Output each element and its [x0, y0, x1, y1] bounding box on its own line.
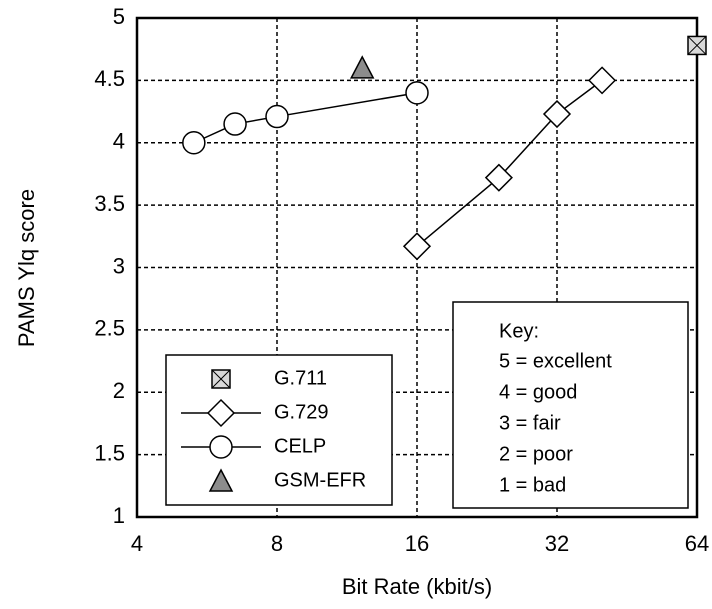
series-line [193, 92, 418, 144]
series-line [416, 79, 603, 247]
marker-cross [211, 369, 231, 389]
key-item: 5 = excellent [499, 350, 612, 372]
key-item: 4 = good [499, 381, 577, 403]
marker [208, 468, 234, 492]
y-tick-label: 2 [113, 378, 125, 403]
plot-frame [135, 16, 699, 519]
legend-box [165, 354, 393, 506]
y-tick-label: 3.5 [94, 191, 125, 216]
x-tick-label: 8 [271, 531, 283, 556]
x-tick-label: 32 [545, 531, 569, 556]
marker [405, 81, 429, 105]
marker [209, 435, 233, 459]
key-item: 3 = fair [499, 412, 561, 434]
key-item: 2 = poor [499, 443, 573, 465]
marker [265, 104, 289, 129]
y-axis-label: PAMS Ylq score [14, 189, 39, 347]
y-tick-label: 1.5 [94, 440, 125, 465]
legend-label: G.729 [274, 401, 328, 423]
marker [402, 232, 432, 261]
marker [542, 99, 572, 129]
key-title: Key: [499, 320, 539, 342]
marker [484, 163, 513, 192]
marker [687, 35, 707, 56]
y-tick-label: 4 [113, 129, 125, 154]
marker [349, 55, 375, 79]
y-tick-label: 2.5 [94, 316, 125, 341]
marker [206, 398, 236, 428]
marker-cross [687, 36, 707, 55]
y-tick-label: 4.5 [94, 66, 125, 91]
marker [223, 112, 247, 136]
legend-label: G.711 [274, 367, 327, 389]
key-box [452, 301, 689, 509]
x-tick-label: 16 [405, 531, 429, 556]
legend-label: CELP [274, 435, 326, 457]
x-axis-label: Bit Rate (kbit/s) [342, 574, 492, 599]
y-tick-label: 1 [113, 503, 125, 528]
marker [182, 131, 206, 155]
marker [588, 66, 617, 95]
y-tick-label: 5 [113, 4, 125, 29]
legend-label: GSM-EFR [274, 469, 366, 491]
x-tick-label: 4 [131, 531, 143, 556]
key-item: 1 = bad [499, 474, 566, 496]
x-tick-label: 64 [685, 531, 709, 556]
marker [211, 369, 231, 389]
y-tick-label: 3 [113, 253, 125, 278]
